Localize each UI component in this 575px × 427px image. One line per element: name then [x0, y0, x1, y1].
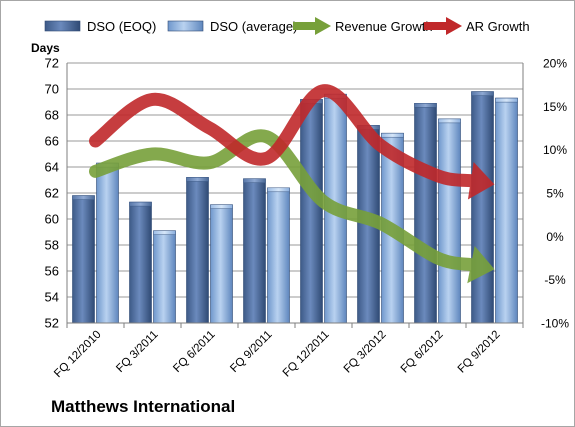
bar-body [414, 103, 437, 324]
legend-item: DSO (EOQ) [44, 19, 156, 34]
legend-label: DSO (average) [210, 19, 297, 34]
bar-body [300, 99, 323, 324]
legend-swatch [167, 20, 204, 32]
series-line [89, 84, 495, 200]
bar [471, 91, 494, 324]
bar [300, 99, 323, 324]
legend: DSO (EOQ) DSO (average) Revenue Growth AR G… [44, 17, 530, 35]
series-path [89, 84, 478, 188]
bar-top [153, 230, 176, 235]
bar-top [72, 195, 95, 200]
series-arrowhead [467, 245, 495, 284]
bar-body [243, 178, 266, 324]
y-left-tick-label: 66 [45, 134, 59, 149]
y-left-tick-label: 54 [45, 290, 59, 305]
bar-body [267, 187, 290, 324]
y-left-tick-label: 56 [45, 264, 59, 279]
series-path [89, 129, 478, 272]
y-left-tick-label: 58 [45, 238, 59, 253]
x-tick-label: FQ 6/2012 [399, 329, 446, 376]
legend-item: DSO (average) [167, 19, 297, 34]
growth-lines [89, 84, 495, 284]
bar [72, 195, 95, 324]
bar [186, 177, 209, 324]
bar [414, 103, 437, 324]
x-tick-label: FQ 12/2010 [52, 329, 103, 380]
legend-item: AR Growth [424, 17, 530, 35]
bar-top [186, 177, 209, 182]
y-left-tick-label: 52 [45, 316, 59, 331]
x-tick-label: FQ 12/2011 [281, 329, 332, 380]
bar [438, 118, 461, 324]
bar-body [471, 91, 494, 324]
bar [96, 162, 119, 324]
bar-top [129, 201, 152, 207]
x-tick-label: FQ 3/2012 [342, 329, 389, 376]
bar [267, 187, 290, 324]
legend-item: Revenue Growth [293, 17, 433, 35]
bar [153, 230, 176, 324]
legend-label: DSO (EOQ) [87, 19, 156, 34]
x-tick-label: FQ 9/2012 [456, 329, 503, 376]
y-right-tick-label: 5% [546, 187, 564, 201]
bar-body [210, 204, 233, 324]
bar-body [129, 201, 152, 324]
bar-top [267, 187, 290, 193]
bar-top [381, 132, 404, 138]
bar-body [495, 97, 518, 324]
legend-swatch-arrow [315, 17, 331, 35]
y-left-tick-label: 64 [45, 160, 59, 175]
y-left-tick-label: 60 [45, 212, 59, 227]
bar-body [153, 230, 176, 324]
bar-body [438, 118, 461, 324]
y-left-tick-label: 72 [45, 56, 59, 71]
y-right-tick-label: 0% [546, 230, 564, 244]
y-left-axis-title: Days [31, 41, 60, 55]
bar-top [243, 178, 266, 183]
legend-label: AR Growth [466, 19, 530, 34]
bar-top [210, 204, 233, 209]
legend-swatch-arrow [446, 17, 462, 35]
bar-top [414, 103, 437, 108]
legend-label: Revenue Growth [335, 19, 433, 34]
bar-body [96, 162, 119, 324]
bar [495, 97, 518, 324]
x-tick-label: FQ 6/2011 [171, 329, 217, 375]
x-tick-label: FQ 3/2011 [114, 329, 160, 375]
legend-swatch [44, 20, 81, 32]
y-left-tick-label: 70 [45, 82, 59, 97]
y-right-tick-label: -10% [541, 317, 569, 331]
y-right-tick-label: 15% [543, 100, 567, 114]
series-line [89, 129, 495, 284]
y-left-tick-label: 68 [45, 108, 59, 123]
bar-body [186, 177, 209, 324]
x-tick-label: FQ 9/2011 [228, 329, 274, 375]
bar [243, 178, 266, 324]
bar [210, 204, 233, 324]
y-right-tick-label: 10% [543, 143, 567, 157]
y-left-tick-label: 62 [45, 186, 59, 201]
y-right-tick-label: -5% [544, 273, 566, 287]
bar [129, 201, 152, 324]
bar-top [471, 91, 494, 96]
bar-top [495, 97, 518, 103]
company-name: Matthews International [51, 397, 236, 416]
y-right-tick-label: 20% [543, 57, 567, 71]
series-arrowhead [467, 161, 495, 200]
bar-body [72, 195, 95, 324]
bar-top [438, 118, 461, 124]
